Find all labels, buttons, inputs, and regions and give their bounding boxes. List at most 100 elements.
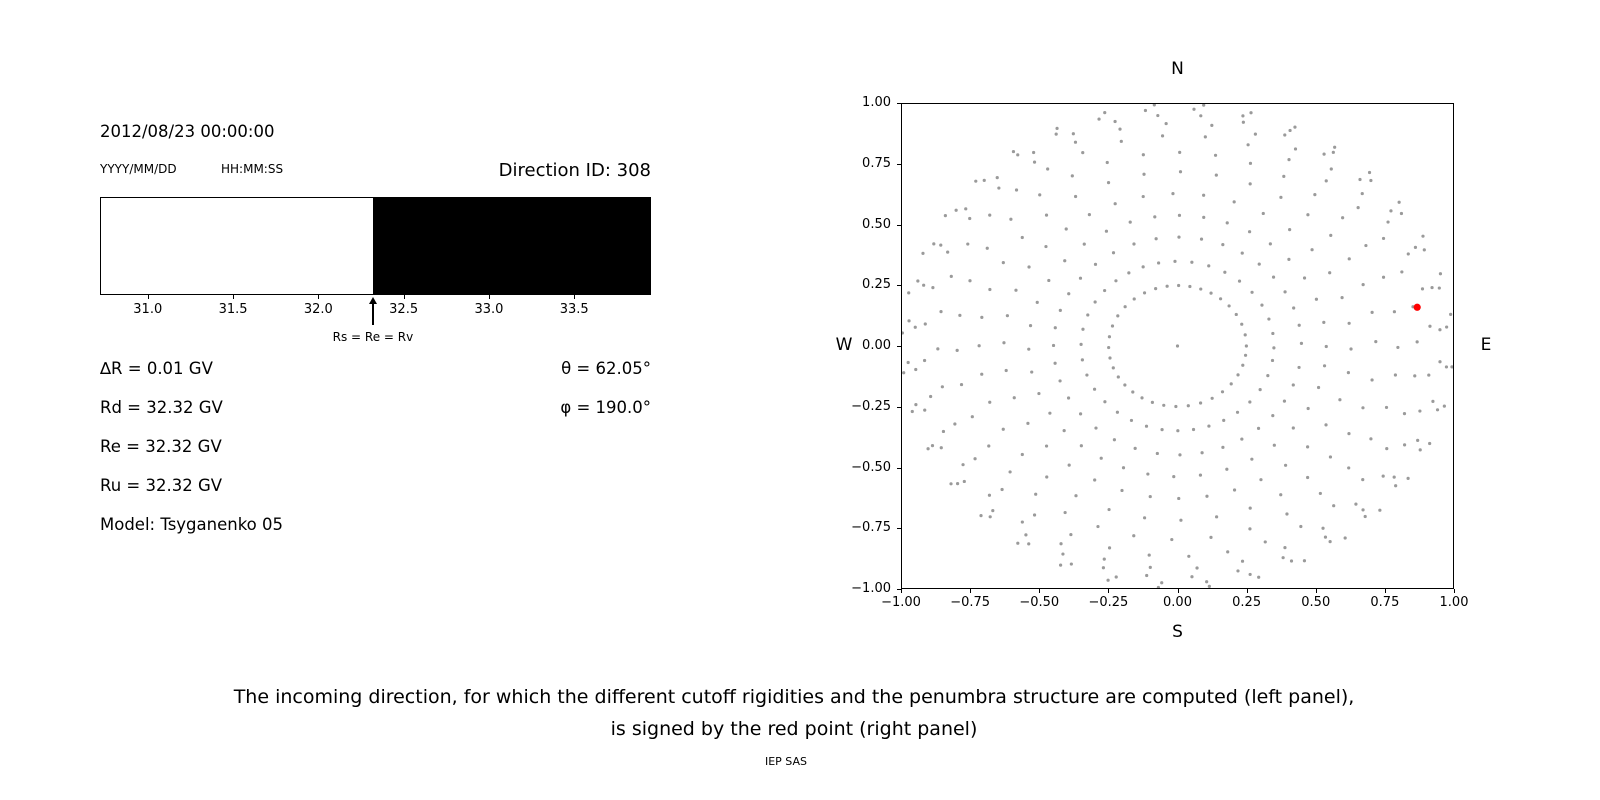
direction-grid-dot (1170, 537, 1174, 542)
direction-grid-dot (1241, 120, 1245, 124)
direction-grid-dot (1014, 188, 1019, 192)
direction-grid-dot (1102, 557, 1106, 561)
direction-plot-x-axis: −1.00 −0.75 −0.50 −0.25 0.00 0.25 0.50 0.75 1.00 (881, 589, 1468, 615)
direction-grid-dot (1082, 242, 1086, 246)
direction-grid-dot (1177, 283, 1181, 288)
direction-grid-dot (959, 382, 964, 387)
direction-grid-dot (1279, 195, 1283, 199)
direction-grid-dot (1268, 242, 1272, 246)
direction-grid-dot (1421, 234, 1425, 238)
direction-grid-dot (931, 286, 935, 290)
direction-grid-dot (1123, 305, 1127, 309)
direction-grid-dot (964, 207, 968, 211)
direction-grid-dot (1093, 262, 1098, 266)
direction-grid-dot (1103, 400, 1107, 404)
y-tick-label: −0.50 (851, 459, 891, 475)
direction-grid-dot (1250, 457, 1254, 461)
direction-grid-dot (1221, 445, 1225, 449)
direction-grid-dot (1128, 220, 1132, 224)
direction-grid-dot (1011, 149, 1016, 154)
rigidity-readouts: ∆R = 0.01 GV θ = 62.05° Rd = 32.32 GV φ = 1… (100, 349, 651, 544)
direction-grid-dot (1064, 227, 1068, 231)
direction-grid-dot (1005, 314, 1009, 318)
direction-grid-dot (1444, 365, 1449, 369)
direction-grid-dot (1360, 191, 1364, 196)
direction-grid-dot (1354, 502, 1358, 506)
direction-grid-dot (1437, 286, 1441, 290)
direction-grid-dot (1297, 323, 1301, 327)
direction-grid-dot (1067, 292, 1071, 296)
direction-grid-dot (1318, 491, 1322, 496)
direction-grid-dot (914, 367, 918, 372)
penumbra-tick-label: 31.5 (218, 302, 248, 317)
direction-grid-dot (1329, 167, 1333, 171)
direction-grid-dot (1016, 541, 1020, 545)
direction-grid-dot (1209, 291, 1213, 295)
direction-grid-dot (1178, 170, 1183, 174)
x-tick-mark (1454, 589, 1455, 593)
direction-grid-dot (1248, 400, 1252, 404)
direction-grid-dot (1328, 540, 1332, 544)
direction-grid-dot (977, 344, 981, 348)
direction-grid-dot (1200, 451, 1204, 455)
direction-grid-dot (1020, 520, 1024, 524)
penumbra-tick-label: 32.0 (303, 302, 333, 317)
direction-grid-dot (922, 283, 926, 287)
readout-value-left: ∆R = 0.01 GV (100, 359, 213, 378)
direction-grid-dot (1218, 297, 1223, 301)
direction-grid-dot (1236, 569, 1240, 573)
direction-grid-dot (988, 515, 992, 519)
direction-grid-dot (1420, 287, 1425, 291)
readout-row: Rd = 32.32 GV φ = 190.0° (100, 388, 651, 427)
direction-grid-dot (1258, 388, 1262, 392)
direction-grid-dot (1118, 127, 1122, 131)
direction-grid-dot (1341, 216, 1345, 220)
direction-grid-dot (987, 493, 992, 497)
direction-grid-dot (1140, 396, 1144, 400)
direction-grid-dot (1361, 406, 1365, 410)
direction-grid-dot (923, 408, 927, 412)
direction-grid-dot (1442, 404, 1446, 408)
direction-grid-dot (1198, 401, 1203, 405)
direction-grid-dot (1427, 373, 1431, 377)
direction-grid-dot (980, 315, 984, 319)
direction-grid-dot (1322, 320, 1326, 324)
direction-grid-dot (1198, 473, 1203, 477)
penumbra-tick-mark (403, 295, 405, 299)
direction-grid-dot (1324, 179, 1328, 183)
direction-grid-dot (1127, 271, 1131, 275)
direction-grid-dot (1176, 429, 1180, 433)
penumbra-bar (100, 197, 651, 295)
caption-line-2: is signed by the red point (right panel) (610, 718, 978, 740)
direction-grid-dot (1188, 284, 1192, 289)
direction-grid-dot (1120, 488, 1124, 493)
direction-grid-dot (1213, 153, 1218, 157)
direction-grid-dot (941, 429, 946, 434)
direction-grid-dot (1162, 403, 1166, 407)
direction-grid-dot (1155, 451, 1159, 456)
direction-grid-dot (997, 186, 1001, 190)
direction-grid-dot (1235, 410, 1240, 414)
direction-grid-dot (1070, 174, 1074, 178)
direction-grid-dot (1059, 542, 1063, 546)
direction-grid-dot (1079, 342, 1083, 346)
direction-grid-dot (1199, 237, 1204, 241)
direction-grid-dot (1173, 259, 1177, 263)
direction-grid-dot (1066, 396, 1071, 400)
direction-grid-dot (1063, 510, 1067, 515)
y-tick-label: 0.25 (862, 277, 891, 293)
readout-row: Re = 32.32 GV (100, 427, 651, 466)
penumbra-tick-mark (574, 295, 576, 299)
direction-grid-dot (1073, 194, 1078, 199)
direction-grid-dot (1178, 150, 1182, 155)
direction-grid-dot (1069, 532, 1073, 537)
direction-grid-dot (1384, 405, 1389, 410)
direction-grid-dot (1389, 209, 1393, 213)
direction-grid-dot (1321, 526, 1325, 530)
direction-grid-dot (979, 514, 983, 518)
direction-grid-dot (1063, 259, 1067, 263)
direction-grid-dot (1146, 472, 1150, 476)
direction-grid-dot (1038, 193, 1042, 197)
direction-grid-dot (1027, 347, 1031, 351)
